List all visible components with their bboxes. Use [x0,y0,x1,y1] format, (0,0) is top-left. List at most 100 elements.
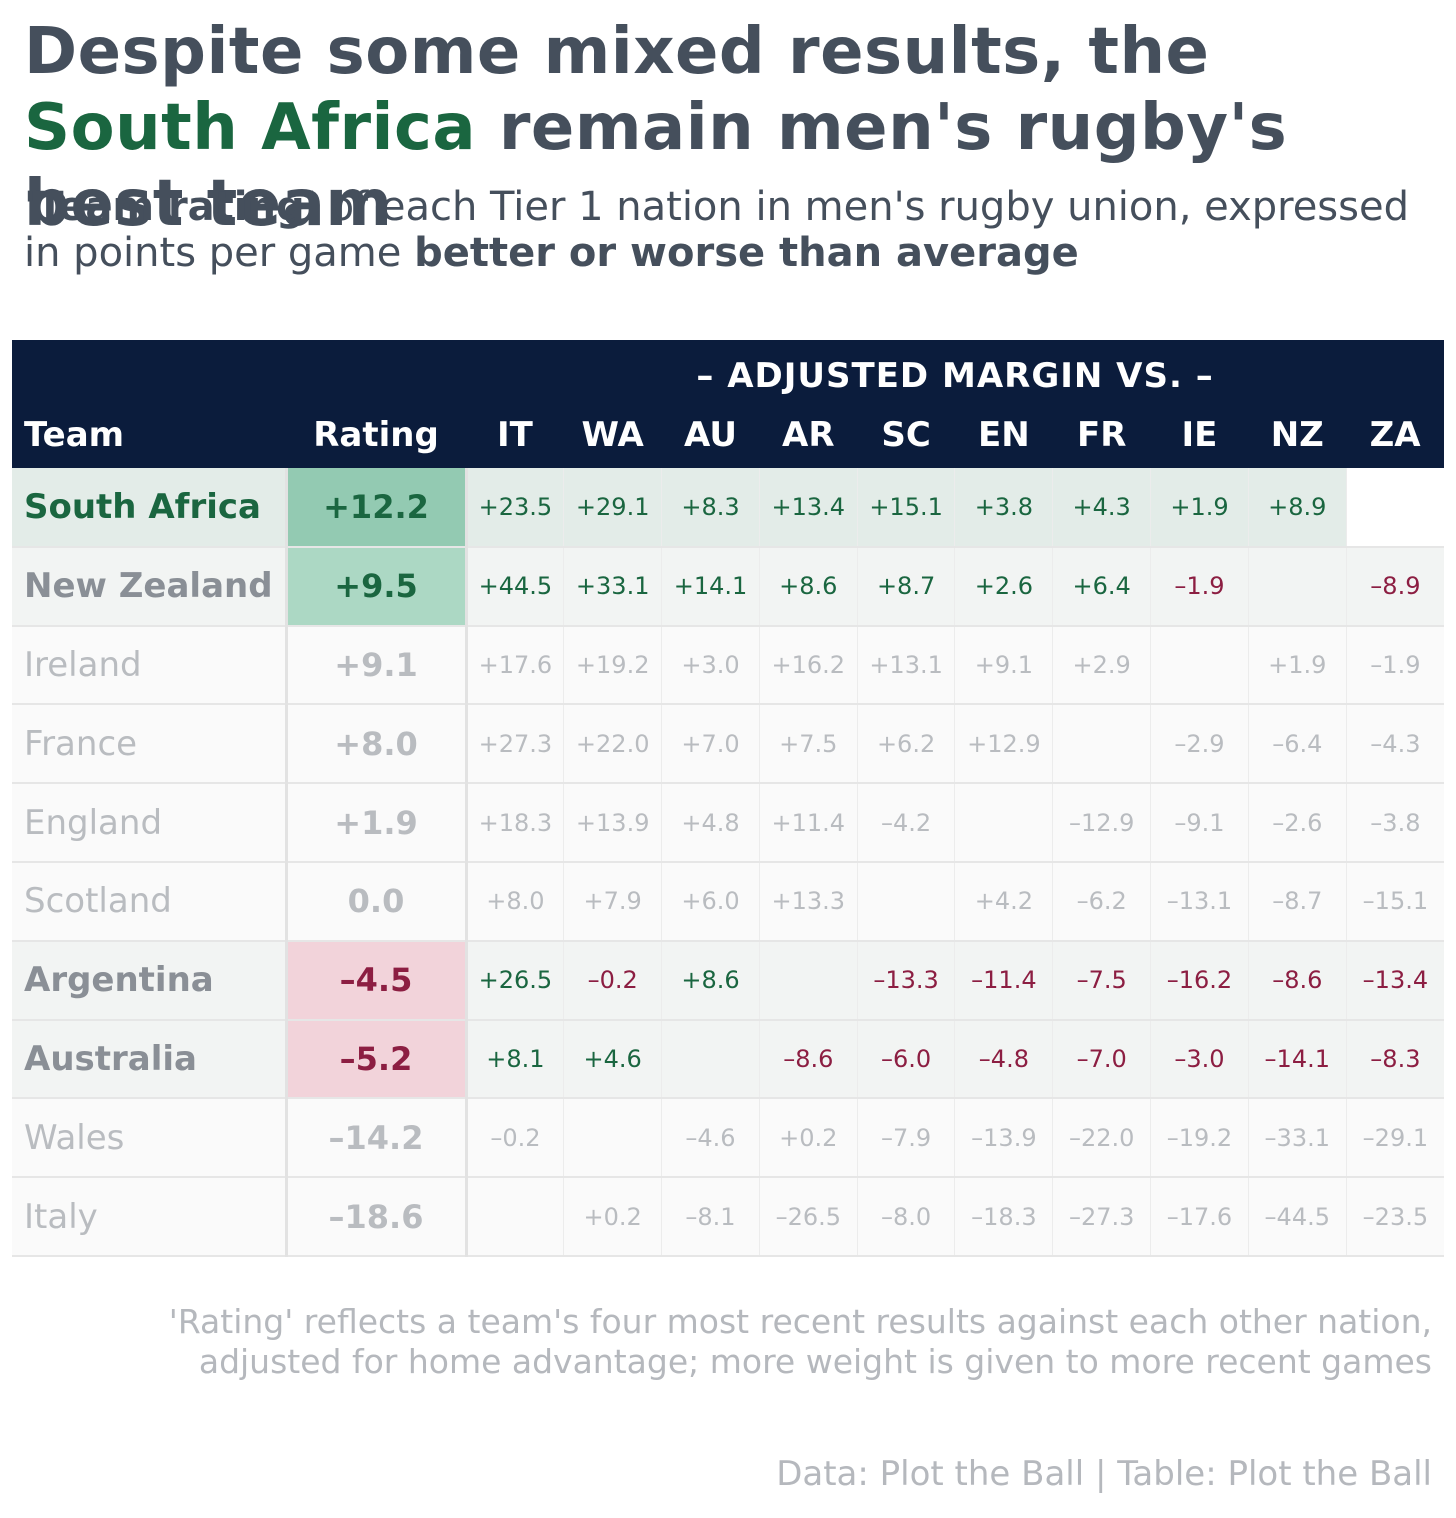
margin-cell-ar: –26.5 [758,1177,858,1257]
margin-cell-wa [563,1098,662,1179]
margin-cell-nz [1247,546,1347,627]
ratings-table-wrapper: – ADJUSTED MARGIN VS. – Team Rating IT WA… [12,340,1445,1257]
table-row: Wales –14.2 –0.2 –4.6 +0.2 –7.9 –13.9 –22.0 –19.… [12,1098,1445,1179]
margin-cell-it: +27.3 [465,704,564,785]
title-highlight: South Africa [24,91,477,165]
margin-cell-wa: +0.2 [563,1177,662,1257]
margin-cell-it: +8.1 [465,1019,564,1100]
team-name-cell: France [12,704,288,785]
margin-cell-fr: –6.2 [1052,861,1151,942]
rating-cell: +12.2 [285,468,468,548]
team-name-cell: Argentina [12,940,288,1021]
margin-cell-en [954,783,1053,863]
opponent-header-ie: IE [1150,402,1249,468]
margin-cell-ar: +13.4 [758,468,858,548]
title-part-2: remain men's rugby's best team [24,91,1288,241]
opponent-header-au: AU [661,402,760,468]
spanner-blank [12,340,286,402]
subtitle-bold-1: 'Team rating' [24,184,317,230]
rating-cell: +1.9 [285,783,468,863]
margin-cell-za: –3.8 [1345,783,1445,863]
margin-cell-en: +12.9 [954,704,1053,785]
opponent-header-en: EN [954,402,1053,468]
margin-cell-en: –4.8 [954,1019,1053,1100]
margin-cell-fr [1052,704,1151,785]
margin-cell-ie [1150,625,1249,706]
margin-cell-nz: –14.1 [1247,1019,1347,1100]
margin-cell-wa: +7.9 [563,861,662,942]
margin-cell-fr: +2.9 [1052,625,1151,706]
margin-cell-au: –8.1 [661,1177,760,1257]
margin-cell-ar: +8.6 [758,546,858,627]
column-header-row: Team Rating IT WA AU AR SC EN FR IE NZ ZA [12,402,1445,468]
team-name-cell: England [12,783,288,863]
team-name-cell: Wales [12,1098,288,1179]
table-row: New Zealand +9.5 +44.5 +33.1 +14.1 +8.6 +8.7 +2… [12,546,1445,627]
table-row: Ireland +9.1 +17.6 +19.2 +3.0 +16.2 +13.1 +9.1 +… [12,625,1445,706]
margin-cell-ar: +0.2 [758,1098,858,1179]
margin-cell-it: +44.5 [465,546,564,627]
margin-cell-en: –13.9 [954,1098,1053,1179]
margin-cell-wa: +19.2 [563,625,662,706]
margin-cell-au: +6.0 [661,861,760,942]
margin-cell-sc: +8.7 [856,546,955,627]
margin-cell-ar: –8.6 [758,1019,858,1100]
margin-cell-au: +8.3 [661,468,760,548]
margin-cell-fr: +4.3 [1052,468,1151,548]
table-row: South Africa +12.2 +23.5 +29.1 +8.3 +13.4 +15.… [12,468,1445,548]
table-body: South Africa +12.2 +23.5 +29.1 +8.3 +13.4 +15.… [12,468,1445,1257]
opponent-header-wa: WA [563,402,662,468]
margin-cell-sc: –6.0 [856,1019,955,1100]
opponent-header-nz: NZ [1248,402,1347,468]
margin-cell-fr: –27.3 [1052,1177,1151,1257]
margin-cell-za: –8.9 [1345,546,1445,627]
margin-cell-en: +9.1 [954,625,1053,706]
margin-cell-fr: –22.0 [1052,1098,1151,1179]
margin-cell-nz: –8.6 [1247,940,1347,1021]
chart-subtitle: 'Team rating' of each Tier 1 nation in m… [24,184,1434,276]
footnote-line-1: 'Rating' reflects a team's four most rec… [168,1302,1432,1341]
margin-cell-ie: +1.9 [1150,468,1249,548]
margin-cell-nz: +8.9 [1247,468,1347,548]
margin-cell-en: –11.4 [954,940,1053,1021]
margin-cell-au: +4.8 [661,783,760,863]
margin-cell-wa: +29.1 [563,468,662,548]
margin-cell-en: +3.8 [954,468,1053,548]
rating-cell: +8.0 [285,704,468,785]
margin-cell-it [465,1177,564,1257]
margin-cell-ar [758,940,858,1021]
margin-cell-en: +4.2 [954,861,1053,942]
margin-cell-au: +3.0 [661,625,760,706]
margin-cell-nz: –44.5 [1247,1177,1347,1257]
table-row: Argentina –4.5 +26.5 –0.2 +8.6 –13.3 –11.4 –7.5… [12,940,1445,1021]
margin-cell-ar: +13.3 [758,861,858,942]
margin-cell-fr: –12.9 [1052,783,1151,863]
margin-cell-sc: –8.0 [856,1177,955,1257]
margin-cell-nz: –8.7 [1247,861,1347,942]
source-credit: Data: Plot the Ball | Table: Plot the Ba… [776,1454,1432,1494]
margin-cell-za: –4.3 [1345,704,1445,785]
margin-cell-it: +26.5 [465,940,564,1021]
margin-cell-ar: +7.5 [758,704,858,785]
margin-cell-ar: +16.2 [758,625,858,706]
margin-cell-ie: –16.2 [1150,940,1249,1021]
rating-cell: +9.1 [285,625,468,706]
margin-cell-wa: –0.2 [563,940,662,1021]
margin-cell-fr: –7.5 [1052,940,1151,1021]
rating-column-header: Rating [286,402,466,468]
margin-cell-nz: –2.6 [1247,783,1347,863]
margin-cell-za: –8.3 [1345,1019,1445,1100]
spanner-blank [286,340,466,402]
ratings-table: – ADJUSTED MARGIN VS. – Team Rating IT WA… [12,340,1445,1257]
margin-cell-it: +23.5 [465,468,564,548]
margin-cell-wa: +13.9 [563,783,662,863]
table-row: Italy –18.6 +0.2 –8.1 –26.5 –8.0 –18.3 –27.3 –17… [12,1177,1445,1257]
margin-cell-nz: +1.9 [1247,625,1347,706]
opponent-header-sc: SC [857,402,955,468]
team-name-cell: Scotland [12,861,288,942]
spanner-row: – ADJUSTED MARGIN VS. – [12,340,1445,402]
margin-cell-ie: –13.1 [1150,861,1249,942]
margin-cell-nz: –33.1 [1247,1098,1347,1179]
margin-cell-ie: –3.0 [1150,1019,1249,1100]
team-name-cell: South Africa [12,468,288,548]
